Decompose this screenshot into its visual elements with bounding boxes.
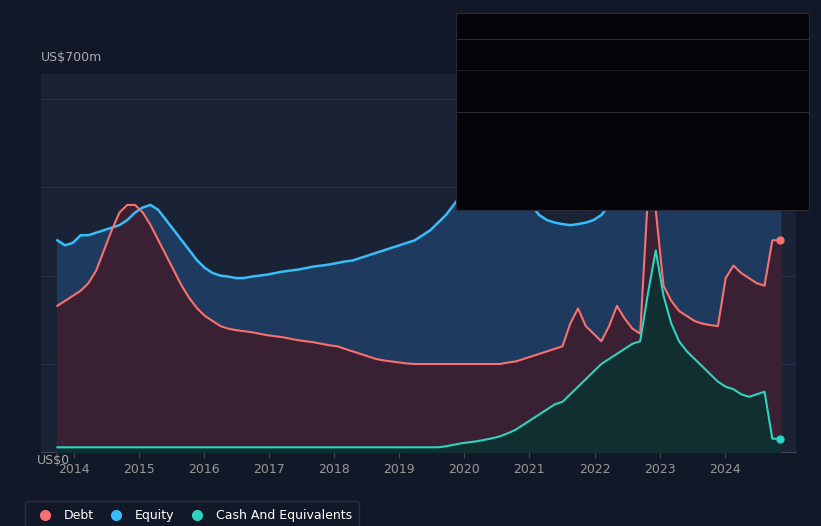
- Text: Equity: Equity: [466, 81, 503, 94]
- Text: Sep 30 2024: Sep 30 2024: [466, 24, 553, 36]
- Text: 61.6%: 61.6%: [636, 96, 677, 108]
- Text: US$700m: US$700m: [41, 51, 103, 64]
- Text: US$0: US$0: [37, 454, 71, 467]
- Text: US$26.910m: US$26.910m: [636, 122, 713, 135]
- Text: Cash And Equivalents: Cash And Equivalents: [466, 122, 594, 135]
- Text: US$420.250m: US$420.250m: [636, 53, 719, 66]
- Text: US$682.750m: US$682.750m: [636, 81, 719, 94]
- Legend: Debt, Equity, Cash And Equivalents: Debt, Equity, Cash And Equivalents: [25, 501, 359, 526]
- Text: Debt: Debt: [466, 53, 494, 66]
- Text: Debt/Equity Ratio: Debt/Equity Ratio: [681, 96, 790, 108]
